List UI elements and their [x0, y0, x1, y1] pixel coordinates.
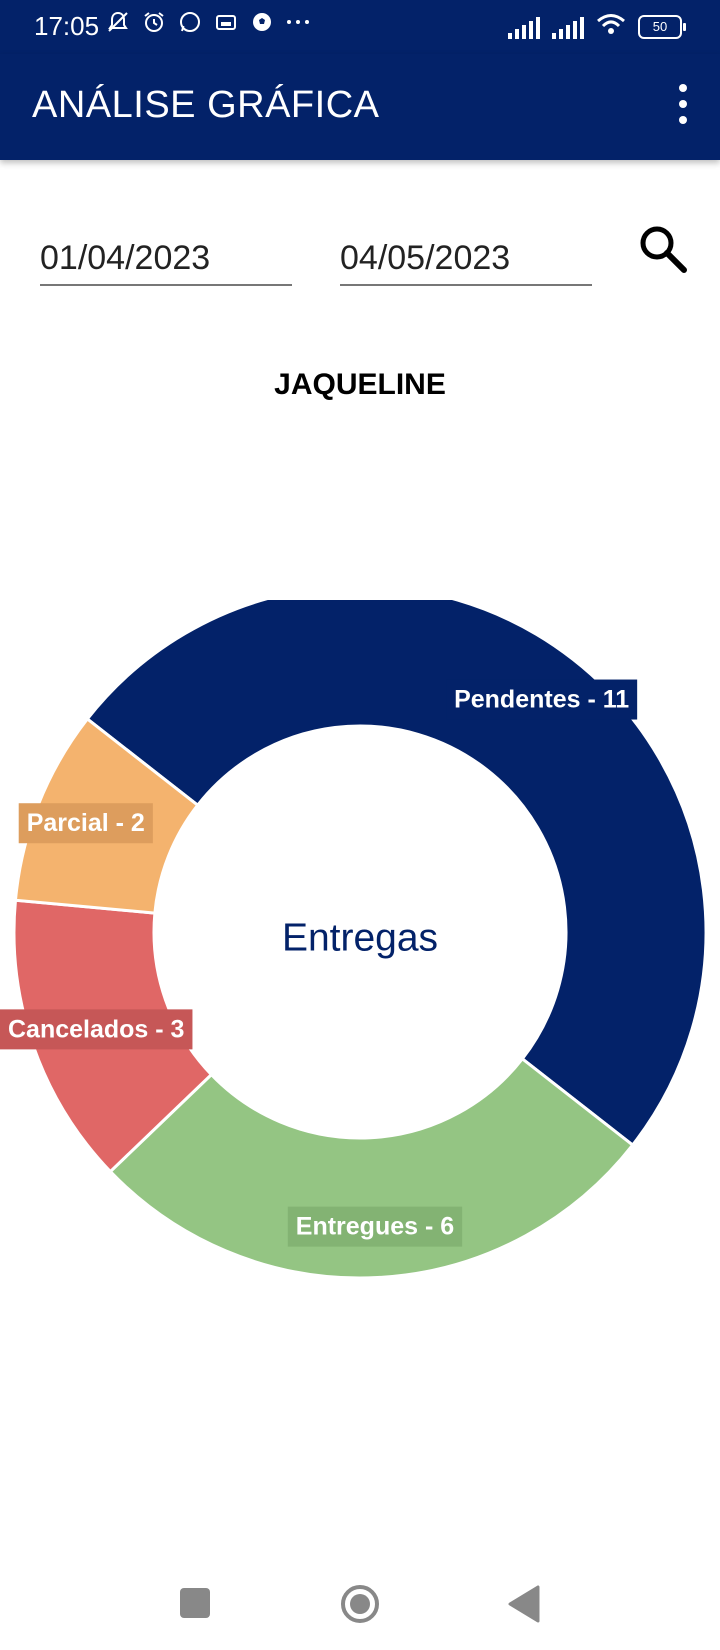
bell-off-icon	[104, 10, 132, 41]
signal-2-icon	[552, 15, 584, 39]
whatsapp-icon	[176, 10, 204, 41]
more-vert-icon[interactable]	[668, 84, 698, 124]
slice-label-background	[18, 803, 153, 844]
home-icon[interactable]	[340, 1584, 380, 1624]
soccer-ball-icon	[248, 10, 276, 41]
battery-icon: 50	[638, 14, 686, 39]
slice-label-background	[0, 1009, 193, 1050]
slice-label-entregues: Entregues - 6	[287, 1206, 463, 1247]
donut-chart: Entregas Pendentes - 11 Entregues - 6 Canc…	[0, 600, 708, 1280]
search-icon	[640, 226, 687, 273]
slice-label-background	[287, 1206, 463, 1247]
donut-slice-entregues[interactable]	[108, 1056, 635, 1280]
back-icon[interactable]	[506, 1584, 542, 1624]
slice-label-text: Parcial - 2	[27, 809, 145, 837]
donut-slice-pendentes[interactable]	[85, 600, 708, 1148]
person-name: JAQUELINE	[274, 368, 446, 401]
chart-center-label: Entregas	[282, 916, 438, 959]
end-date-field[interactable]	[340, 232, 592, 286]
wifi-icon	[596, 12, 626, 41]
more-notifications-icon	[284, 10, 312, 41]
slice-label-background	[446, 679, 638, 720]
notification-icons	[104, 10, 312, 41]
app-bar: ANÁLISE GRÁFICA	[0, 54, 720, 160]
signal-1-icon	[508, 15, 540, 39]
slice-label-pendentes: Pendentes - 11	[446, 679, 638, 720]
page-title: ANÁLISE GRÁFICA	[32, 84, 380, 126]
navigation-bar	[0, 1560, 720, 1650]
search-button[interactable]	[636, 222, 690, 276]
status-time: 17:05	[34, 11, 100, 41]
recent-apps-icon[interactable]	[180, 1588, 210, 1618]
start-date-field[interactable]	[40, 232, 292, 286]
slice-label-text: Cancelados - 3	[8, 1015, 184, 1043]
alarm-icon	[140, 10, 168, 41]
slice-label-text: Pendentes - 11	[454, 686, 629, 714]
slice-label-text: Entregues - 6	[296, 1213, 454, 1241]
slice-label-parcial: Parcial - 2	[18, 803, 153, 844]
status-bar: 17:05 50	[0, 0, 720, 54]
sim-card-icon	[212, 10, 240, 41]
system-status-icons: 50	[508, 12, 686, 41]
slice-label-cancelados: Cancelados - 3	[0, 1009, 193, 1050]
